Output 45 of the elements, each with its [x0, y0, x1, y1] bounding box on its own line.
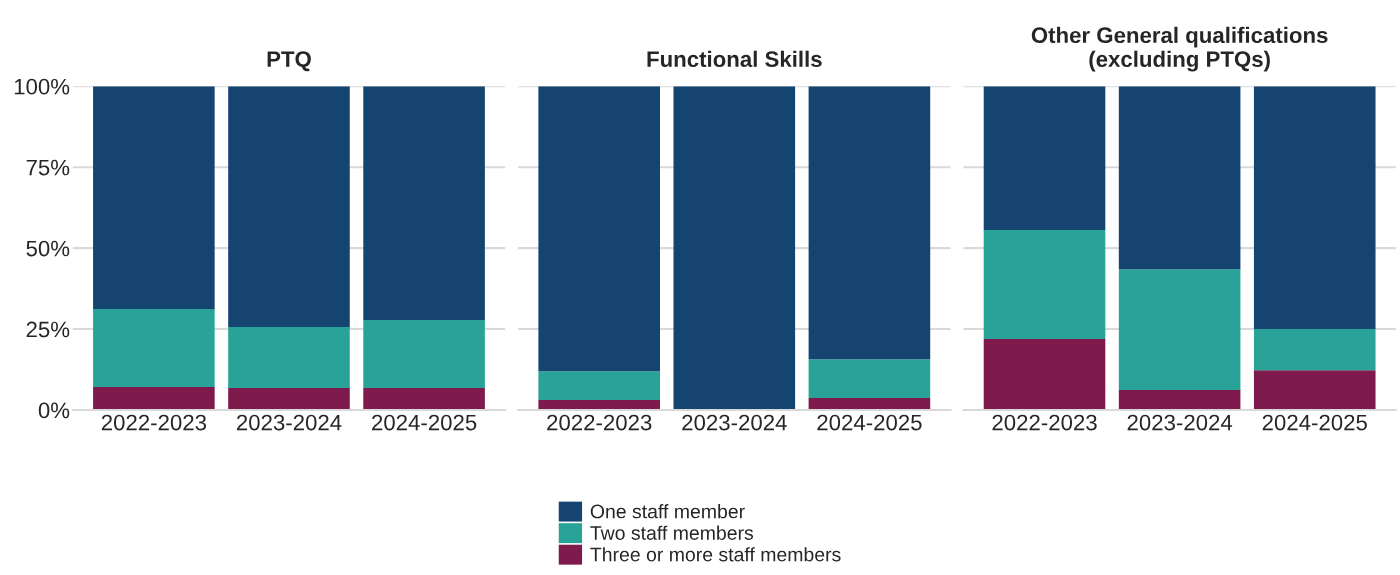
bar — [983, 86, 1106, 230]
bar — [363, 319, 485, 388]
y-tick-label: 0% — [38, 402, 70, 419]
x-tick-label: 2024-2025 — [817, 414, 922, 431]
bar — [673, 86, 796, 410]
y-tick-label: 50% — [26, 240, 70, 257]
x-tick-label: 2023-2024 — [1127, 414, 1233, 431]
bar — [93, 86, 215, 309]
bar — [1253, 86, 1376, 330]
legend-label: Three or more staff members — [590, 547, 841, 562]
y-tick-label: 75% — [26, 159, 70, 176]
bar — [228, 387, 350, 410]
chart-title: Functional Skills — [647, 50, 822, 68]
bar — [808, 86, 931, 360]
x-tick-label: 2023-2024 — [236, 414, 342, 431]
y-tick-label: 100% — [14, 78, 70, 95]
bar — [538, 399, 660, 410]
bar — [363, 86, 485, 320]
bar — [1118, 389, 1241, 410]
bar — [228, 327, 350, 388]
bar — [1253, 370, 1376, 410]
x-tick-label: 2022-2023 — [547, 414, 652, 431]
bar — [1118, 269, 1241, 390]
bar — [363, 387, 485, 410]
chart-title: Other General qualifications (excluding PTQs) — [1031, 26, 1328, 72]
x-tick-label: 2024-2025 — [1262, 414, 1367, 431]
x-tick-label: 2022-2023 — [992, 414, 1097, 431]
legend-label: Two staff members — [590, 525, 754, 540]
legend-label: One staff member — [590, 504, 745, 519]
bar — [538, 86, 660, 372]
bar — [983, 339, 1106, 410]
bar — [983, 229, 1106, 340]
bar — [93, 308, 215, 387]
x-tick-label: 2024-2025 — [372, 414, 477, 431]
bar — [1253, 329, 1376, 371]
bar — [808, 398, 931, 410]
bar — [808, 359, 931, 398]
bar — [1118, 86, 1241, 270]
bar — [228, 86, 350, 328]
x-tick-label: 2022-2023 — [101, 414, 207, 431]
x-tick-label: 2023-2024 — [682, 414, 787, 431]
bar — [93, 386, 215, 410]
bar — [538, 371, 660, 400]
chart-title: PTQ — [267, 51, 311, 72]
y-tick-label: 25% — [26, 321, 70, 338]
